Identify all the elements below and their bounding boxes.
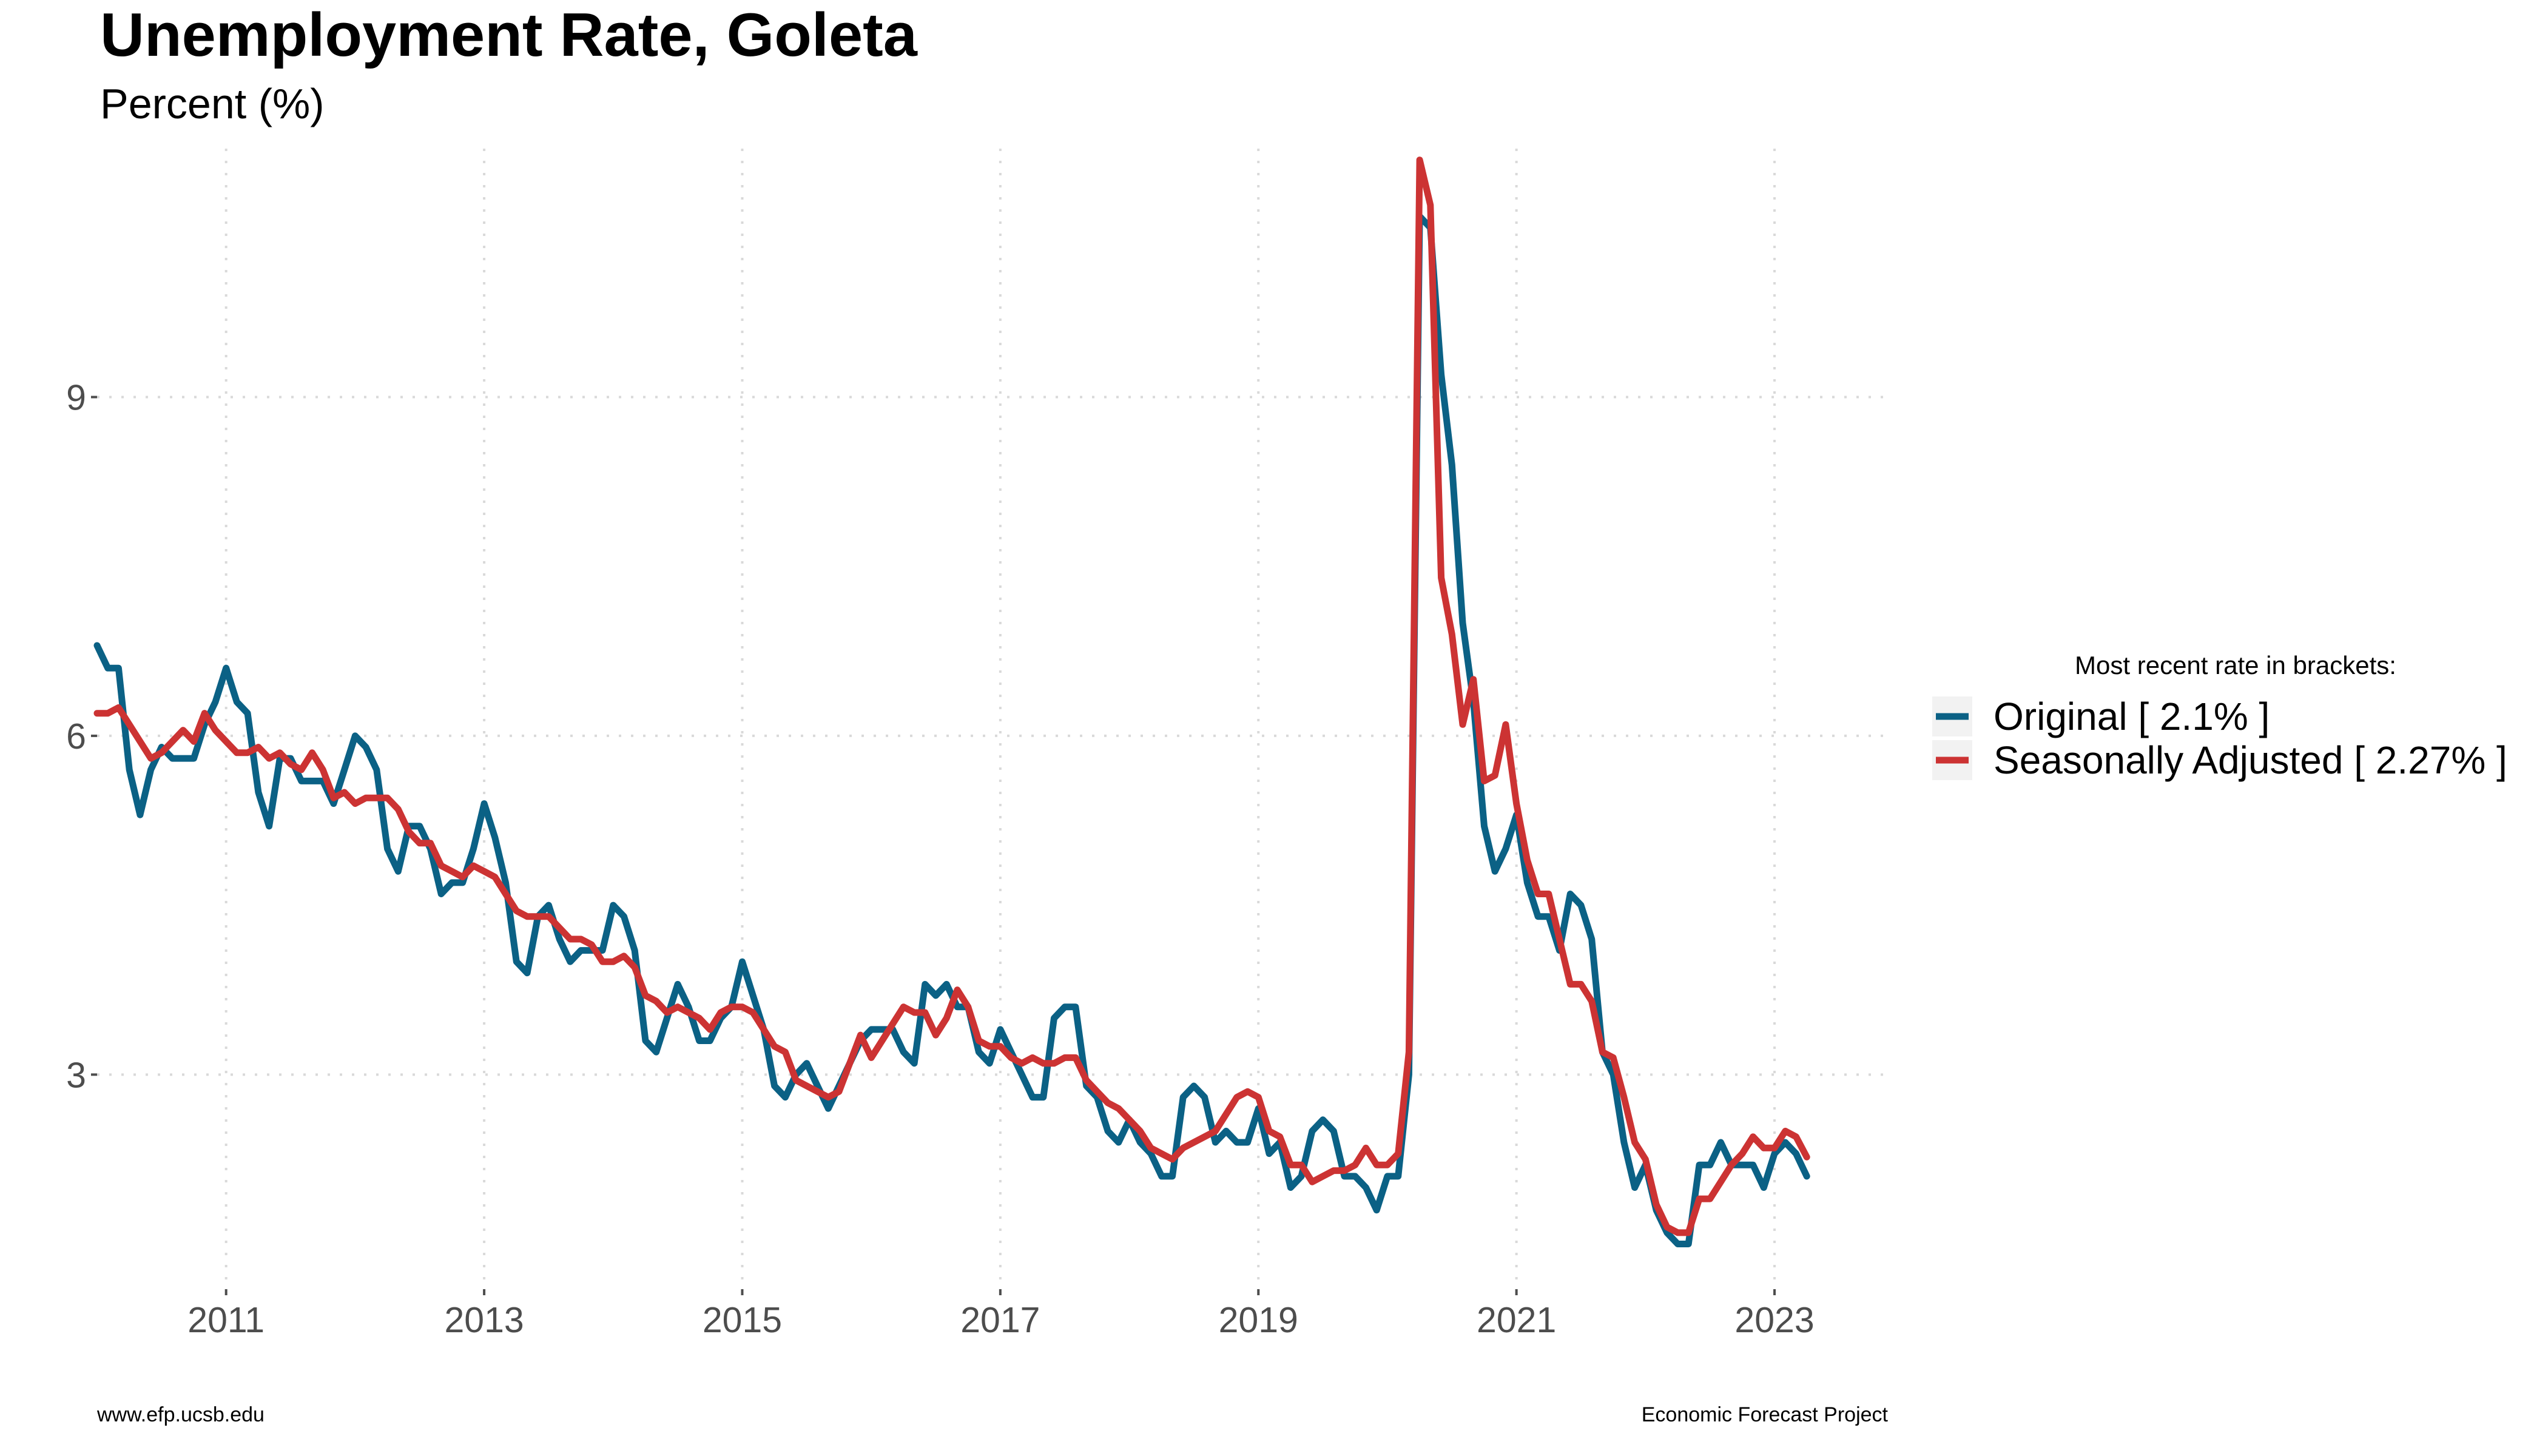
legend-title: Most recent rate in brackets: [2075, 651, 2396, 679]
legend: Most recent rate in brackets: Original [… [1932, 651, 2507, 782]
legend-label-seasonally-adjusted: Seasonally Adjusted [ 2.27% ] [1994, 738, 2507, 782]
caption-left: www.efp.ucsb.edu [96, 1403, 265, 1426]
chart-title: Unemployment Rate, Goleta [100, 1, 918, 69]
legend-label-original: Original [ 2.1% ] [1994, 695, 2270, 738]
series-line-original [93, 213, 1810, 1247]
y-tick-label-6: 6 [66, 716, 86, 757]
y-axis: 3 6 9 [66, 378, 97, 1095]
x-tick-label-2023: 2023 [1734, 1300, 1814, 1340]
x-tick-label-2015: 2015 [703, 1300, 782, 1340]
y-tick-label-3: 3 [66, 1055, 86, 1095]
x-tick-label-2017: 2017 [960, 1300, 1040, 1340]
y-tick-label-9: 9 [66, 378, 86, 418]
x-tick-label-2019: 2019 [1219, 1300, 1298, 1340]
series-line-seasonally-adjusted [93, 157, 1810, 1236]
grid [97, 149, 1893, 1289]
x-tick-label-2013: 2013 [444, 1300, 524, 1340]
x-tick-label-2021: 2021 [1477, 1300, 1556, 1340]
x-tick-label-2011: 2011 [187, 1300, 265, 1340]
plot-series [93, 157, 1810, 1247]
chart-subtitle: Percent (%) [100, 80, 325, 127]
x-axis: 2011 2013 2015 2017 2019 2021 2023 [187, 1289, 1815, 1340]
caption-right: Economic Forecast Project [1642, 1403, 1889, 1426]
